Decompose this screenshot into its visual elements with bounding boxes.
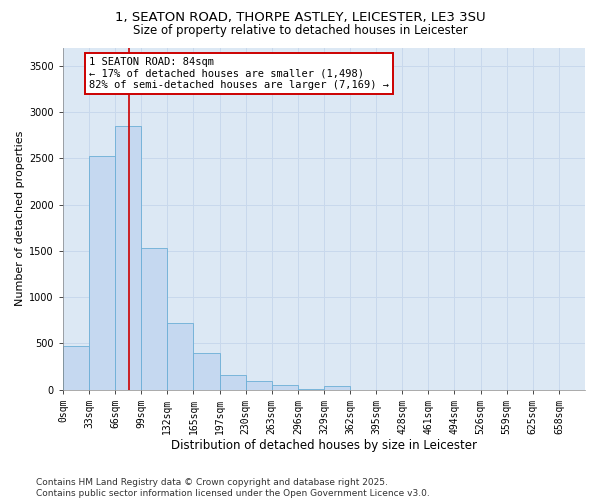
Bar — [272, 385, 298, 390]
Y-axis label: Number of detached properties: Number of detached properties — [15, 131, 25, 306]
Bar — [89, 156, 115, 390]
Bar — [167, 323, 193, 390]
Text: Contains HM Land Registry data © Crown copyright and database right 2025.
Contai: Contains HM Land Registry data © Crown c… — [36, 478, 430, 498]
Text: 1, SEATON ROAD, THORPE ASTLEY, LEICESTER, LE3 3SU: 1, SEATON ROAD, THORPE ASTLEY, LEICESTER… — [115, 11, 485, 24]
Bar — [141, 248, 167, 390]
Bar — [324, 386, 350, 390]
Bar — [193, 352, 220, 390]
Bar — [220, 376, 245, 390]
Text: 1 SEATON ROAD: 84sqm
← 17% of detached houses are smaller (1,498)
82% of semi-de: 1 SEATON ROAD: 84sqm ← 17% of detached h… — [89, 56, 389, 90]
Text: Size of property relative to detached houses in Leicester: Size of property relative to detached ho… — [133, 24, 467, 37]
Bar — [63, 346, 89, 390]
X-axis label: Distribution of detached houses by size in Leicester: Distribution of detached houses by size … — [171, 440, 477, 452]
Bar — [245, 382, 272, 390]
Bar — [115, 126, 141, 390]
